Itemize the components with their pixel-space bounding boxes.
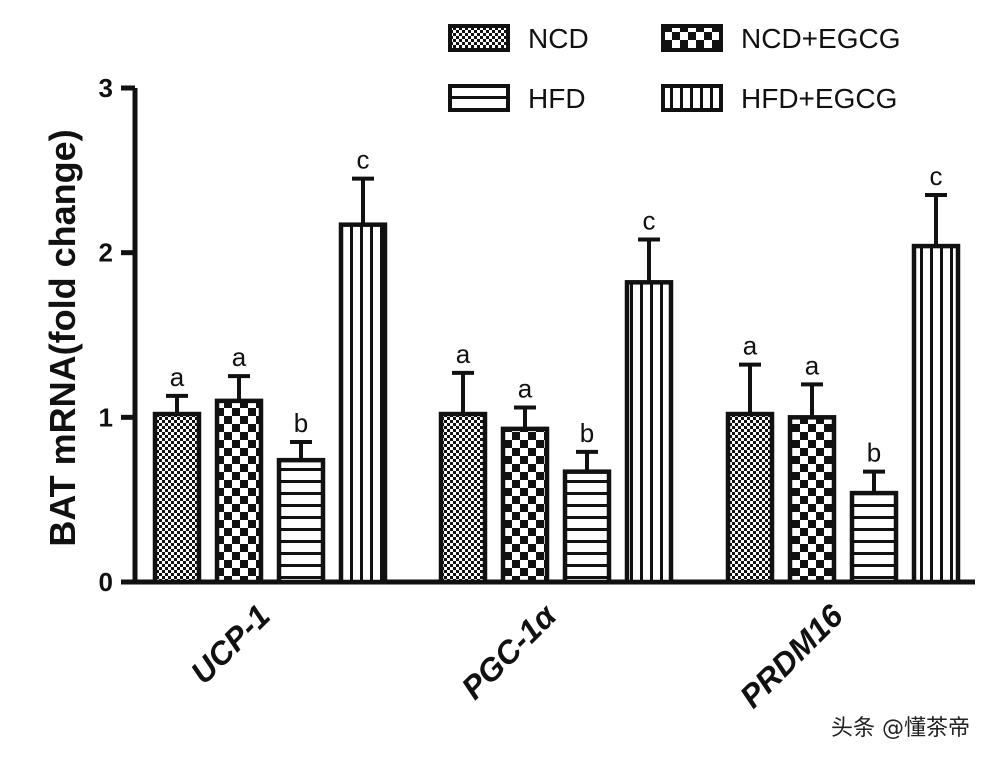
legend-swatch xyxy=(661,84,723,112)
legend-label: HFD+EGCG xyxy=(741,83,897,114)
legend-swatch xyxy=(448,84,510,112)
y-tick-label: 3 xyxy=(99,73,113,103)
significance-label: c xyxy=(643,205,656,235)
y-tick-label: 2 xyxy=(99,238,113,268)
bar-hfd-egcg-2 xyxy=(911,243,961,585)
bars: a a b c a a b c a a b c xyxy=(152,145,961,585)
y-tick-label: 1 xyxy=(99,402,113,432)
legend-swatch xyxy=(661,24,723,52)
significance-label: b xyxy=(580,418,594,448)
bar-ncd-2 xyxy=(725,411,775,585)
legend-label: HFD xyxy=(528,83,586,114)
bar-hfd-2 xyxy=(849,490,899,585)
category-label: UCP-1 xyxy=(184,597,277,690)
bar-ncd-0 xyxy=(152,411,202,585)
category-label: PRDM16 xyxy=(733,597,850,714)
legend-label: NCD+EGCG xyxy=(741,23,900,54)
bar-ncd-1 xyxy=(438,411,488,585)
significance-label: a xyxy=(170,362,185,392)
significance-label: a xyxy=(518,373,533,403)
legend-label: NCD xyxy=(528,23,589,54)
bar-ncd-egcg-1 xyxy=(500,426,550,585)
category-labels: UCP-1 PGC-1α PRDM16 xyxy=(184,597,850,715)
y-axis-label: BAT mRNA(fold change) xyxy=(42,129,83,546)
significance-label: b xyxy=(294,408,308,438)
bar-hfd-1 xyxy=(562,469,612,585)
legend-swatch xyxy=(448,24,510,52)
significance-label: a xyxy=(232,342,247,372)
significance-label: c xyxy=(357,145,370,175)
significance-label: b xyxy=(867,438,881,468)
y-ticks: 0 1 2 3 xyxy=(99,73,135,597)
bar-hfd-0 xyxy=(276,457,326,585)
bar-ncd-egcg-2 xyxy=(787,415,837,585)
significance-label: a xyxy=(743,331,758,361)
legend: NCD NCD+EGCG HFD HFD+EGCG xyxy=(448,23,900,114)
significance-label: c xyxy=(930,161,943,191)
significance-label: a xyxy=(456,339,471,369)
bar-hfd-egcg-0 xyxy=(338,222,388,585)
bar-ncd-egcg-0 xyxy=(214,398,264,585)
y-tick-label: 0 xyxy=(99,567,113,597)
significance-label: a xyxy=(805,350,820,380)
bar-hfd-egcg-1 xyxy=(624,280,674,585)
category-label: PGC-1α xyxy=(454,597,563,706)
watermark-text: 头条 @懂茶帝 xyxy=(831,716,970,741)
